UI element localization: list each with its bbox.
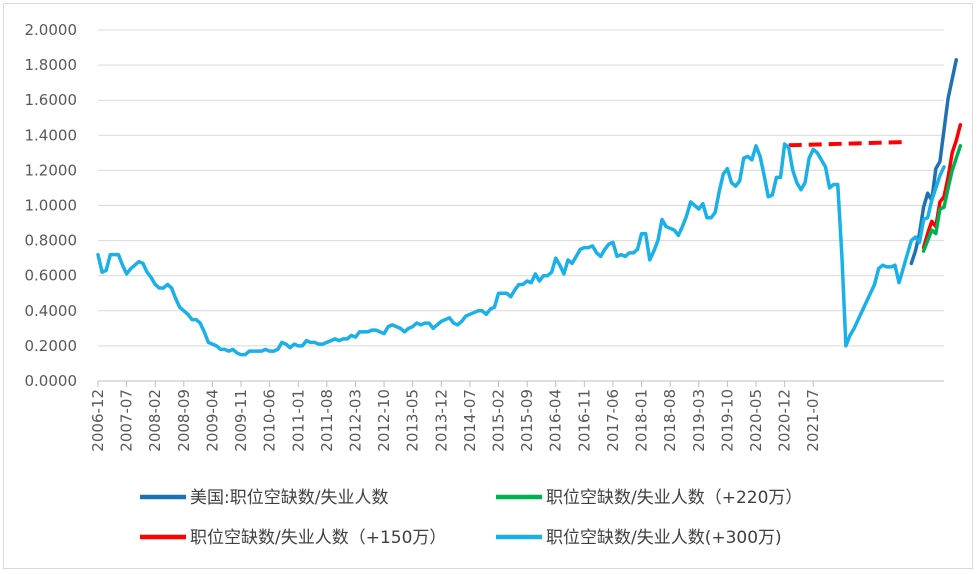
x-tick-label: 2009-11	[232, 389, 250, 452]
y-tick-label: 0.2000	[25, 337, 78, 355]
x-tick-label: 2014-07	[461, 389, 479, 452]
y-tick-label: 1.8000	[25, 56, 78, 74]
x-tick-label: 2018-01	[633, 389, 651, 452]
x-tick-label: 2019-10	[718, 389, 736, 452]
x-tick-label: 2008-02	[146, 389, 164, 452]
x-tick-label: 2006-12	[89, 389, 107, 452]
y-tick-label: 1.4000	[25, 126, 78, 144]
x-tick-label: 2009-04	[203, 389, 221, 452]
y-tick-label: 1.2000	[25, 161, 78, 179]
legend-label: 美国:职位空缺数/失业人数	[190, 488, 388, 508]
x-tick-label: 2013-12	[432, 389, 450, 452]
y-tick-label: 1.6000	[25, 91, 78, 109]
x-tick-label: 2016-11	[575, 389, 593, 452]
x-tick-label: 2016-04	[547, 389, 565, 452]
x-tick-label: 2020-05	[747, 389, 765, 452]
x-tick-label: 2015-09	[518, 389, 536, 452]
y-tick-label: 0.4000	[25, 302, 78, 320]
y-tick-label: 0.6000	[25, 267, 78, 285]
dashed-reference-line	[788, 139, 908, 148]
x-tick-label: 2019-03	[690, 389, 708, 452]
x-tick-label: 2015-02	[490, 389, 508, 452]
x-tick-label: 2011-08	[318, 389, 336, 452]
x-tick-label: 2013-05	[404, 389, 422, 452]
y-tick-label: 0.0000	[25, 372, 78, 390]
y-tick-label: 0.8000	[25, 232, 78, 250]
x-tick-label: 2021-07	[804, 389, 822, 452]
series-line	[921, 123, 963, 250]
y-tick-label: 1.0000	[25, 197, 78, 215]
legend-label: 职位空缺数/失业人数（+220万）	[546, 488, 802, 508]
x-tick-label: 2017-06	[604, 389, 622, 452]
x-tick-label: 2012-10	[375, 389, 393, 452]
series-line	[921, 144, 963, 253]
x-tick-label: 2018-08	[661, 389, 679, 452]
legend-label: 职位空缺数/失业人数(+300万)	[546, 528, 782, 548]
x-tick-label: 2007-07	[118, 389, 136, 452]
x-tick-label: 2008-09	[175, 389, 193, 452]
legend-label: 职位空缺数/失业人数（+150万）	[190, 528, 446, 548]
x-tick-label: 2011-01	[289, 389, 307, 452]
x-tick-label: 2012-03	[346, 389, 364, 452]
x-tick-label: 2020-12	[776, 389, 794, 452]
y-tick-label: 2.0000	[25, 21, 78, 39]
series-line	[96, 142, 946, 357]
x-tick-label: 2010-06	[261, 389, 279, 452]
